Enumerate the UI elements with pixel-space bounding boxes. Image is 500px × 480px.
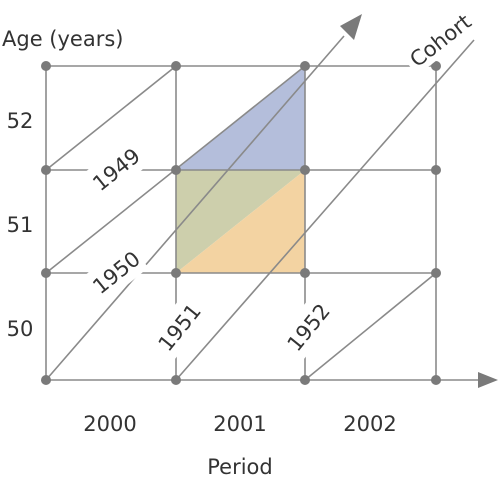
cohort-label-bg-1950	[83, 241, 149, 303]
grid-dot	[171, 268, 181, 278]
grid-dot	[300, 268, 310, 278]
grid-dot	[41, 375, 51, 385]
period-label-2001: 2001	[213, 412, 266, 436]
grid-dot	[300, 165, 310, 175]
period-label-2000: 2000	[83, 412, 136, 436]
grid-dot	[171, 165, 181, 175]
cohort-label-bg-1952	[277, 294, 339, 360]
x-axis-title: Period	[207, 455, 272, 479]
cohort-diagonal-5	[304, 272, 437, 381]
grid-dots	[41, 61, 441, 385]
age-label-52: 52	[7, 109, 34, 133]
grid-dot	[431, 165, 441, 175]
grid-dot	[300, 61, 310, 71]
orange-triangle-region	[176, 170, 305, 273]
y-axis-title: Age (years)	[2, 27, 123, 51]
grid-dot	[431, 268, 441, 278]
cohort-title-bg	[399, 4, 481, 76]
period-axis-arrowhead	[478, 372, 498, 388]
cohort-label-bg-1951	[148, 294, 210, 360]
period-label-2002: 2002	[343, 412, 396, 436]
age-label-51: 51	[7, 213, 34, 237]
cohort-diagonal-1	[45, 65, 177, 171]
cohort-label-bg-1949	[83, 138, 149, 200]
grid-dot	[171, 375, 181, 385]
grid-dot	[41, 165, 51, 175]
cohort-diagonal-4	[175, 39, 475, 381]
grid-dot	[41, 61, 51, 71]
grid-dot	[171, 61, 181, 71]
cohort-diagonal-3	[45, 35, 345, 381]
grid-dot	[431, 61, 441, 71]
grid-dot	[41, 268, 51, 278]
cohort-axis-arrowhead	[340, 14, 362, 40]
grid-dot	[300, 375, 310, 385]
age-label-50: 50	[7, 317, 34, 341]
grid-dot	[431, 375, 441, 385]
cohort-axis-title: Cohort	[405, 10, 475, 72]
